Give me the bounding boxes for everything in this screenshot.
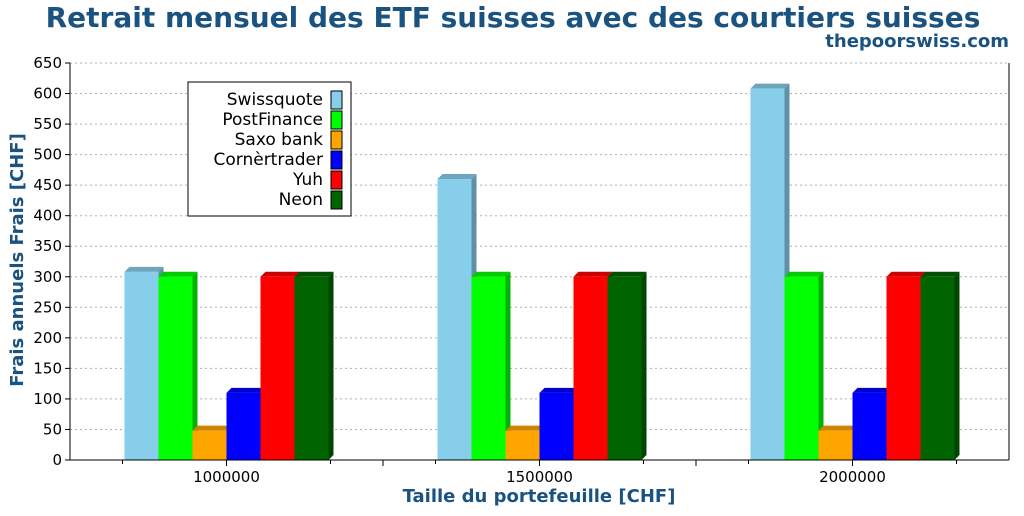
bar-top bbox=[294, 271, 334, 277]
bar-corn-rtrader bbox=[226, 392, 261, 460]
x-tick-label: 2000000 bbox=[819, 468, 886, 486]
bar-neon bbox=[607, 276, 642, 460]
bar-side bbox=[818, 271, 824, 460]
bar-yuh bbox=[260, 276, 295, 460]
x-axis-label: Taille du portefeuille [CHF] bbox=[403, 486, 676, 507]
legend-label: Cornèrtrader bbox=[214, 150, 324, 170]
bar-top bbox=[784, 271, 824, 277]
y-tick-label: 100 bbox=[33, 390, 62, 408]
bar-side bbox=[505, 271, 511, 460]
bar-top bbox=[192, 425, 232, 431]
legend-swatch bbox=[330, 190, 343, 210]
bar-postfinance bbox=[158, 276, 193, 460]
bar-side bbox=[641, 271, 647, 460]
legend-label: Yuh bbox=[292, 170, 323, 190]
bar-side bbox=[328, 271, 334, 460]
legend-swatch bbox=[330, 90, 343, 110]
bar-corn-rtrader bbox=[539, 392, 574, 460]
legend-swatch bbox=[330, 110, 343, 130]
legend-swatch bbox=[330, 130, 343, 150]
bar-saxo-bank bbox=[192, 430, 227, 460]
bar-saxo-bank bbox=[505, 430, 540, 460]
bars bbox=[124, 83, 960, 461]
bar-top bbox=[607, 271, 647, 277]
legend-box bbox=[187, 81, 352, 217]
y-tick-label: 450 bbox=[33, 176, 62, 194]
legend-label: PostFinance bbox=[222, 110, 323, 130]
bar-postfinance bbox=[471, 276, 506, 460]
bar-top bbox=[437, 174, 477, 180]
bar-yuh bbox=[886, 276, 921, 460]
chart-title: Retrait mensuel des ETF suisses avec des… bbox=[46, 1, 981, 34]
y-tick-label: 500 bbox=[33, 146, 62, 164]
bar-neon bbox=[920, 276, 955, 460]
bar-swissquote bbox=[124, 271, 159, 460]
bar-top bbox=[852, 387, 892, 393]
bar-top bbox=[471, 271, 511, 277]
bar-swissquote bbox=[437, 179, 472, 461]
bar-top bbox=[124, 266, 164, 272]
axes: 0 50 100 150 200 250 300 350 400 450 500 550 600 650 1… bbox=[33, 54, 1010, 486]
bar-top bbox=[539, 387, 579, 393]
y-tick-label: 0 bbox=[52, 451, 62, 469]
y-axis-label: Frais annuels Frais [CHF] bbox=[7, 133, 28, 387]
bar-top bbox=[158, 271, 198, 277]
bar-yuh bbox=[573, 276, 608, 460]
bar-top bbox=[260, 271, 300, 277]
legend-label: Swissquote bbox=[227, 90, 323, 110]
legend-label: Saxo bank bbox=[235, 130, 324, 150]
y-tick-label: 150 bbox=[33, 359, 62, 377]
legend-swatch bbox=[330, 170, 343, 190]
bar-postfinance bbox=[784, 276, 819, 460]
y-tick-label: 50 bbox=[43, 420, 62, 438]
bar-top bbox=[226, 387, 266, 393]
bar-top bbox=[920, 271, 960, 277]
y-tick-label: 600 bbox=[33, 85, 62, 103]
y-tick-label: 200 bbox=[33, 329, 62, 347]
y-tick-label: 250 bbox=[33, 298, 62, 316]
y-tick-label: 400 bbox=[33, 207, 62, 225]
x-tick-label: 1000000 bbox=[193, 468, 260, 486]
bar-top bbox=[750, 83, 790, 89]
bar-top bbox=[573, 271, 613, 277]
bar-neon bbox=[294, 276, 329, 460]
y-tick-label: 350 bbox=[33, 237, 62, 255]
y-tick-label: 300 bbox=[33, 268, 62, 286]
bar-top bbox=[505, 425, 545, 431]
y-tick-label: 550 bbox=[33, 115, 62, 133]
legend-label: Neon bbox=[279, 190, 323, 210]
bar-top bbox=[818, 425, 858, 431]
bar-top bbox=[886, 271, 926, 277]
x-tick-label: 1500000 bbox=[506, 468, 573, 486]
legend-swatch bbox=[330, 150, 343, 170]
bar-swissquote bbox=[750, 88, 785, 460]
bar-side bbox=[954, 271, 960, 460]
bar-side bbox=[192, 271, 198, 460]
chart-subtitle: thepoorswiss.com bbox=[825, 31, 1009, 52]
bar-saxo-bank bbox=[818, 430, 853, 460]
bar-corn-rtrader bbox=[852, 392, 887, 460]
y-tick-label: 650 bbox=[33, 54, 62, 72]
